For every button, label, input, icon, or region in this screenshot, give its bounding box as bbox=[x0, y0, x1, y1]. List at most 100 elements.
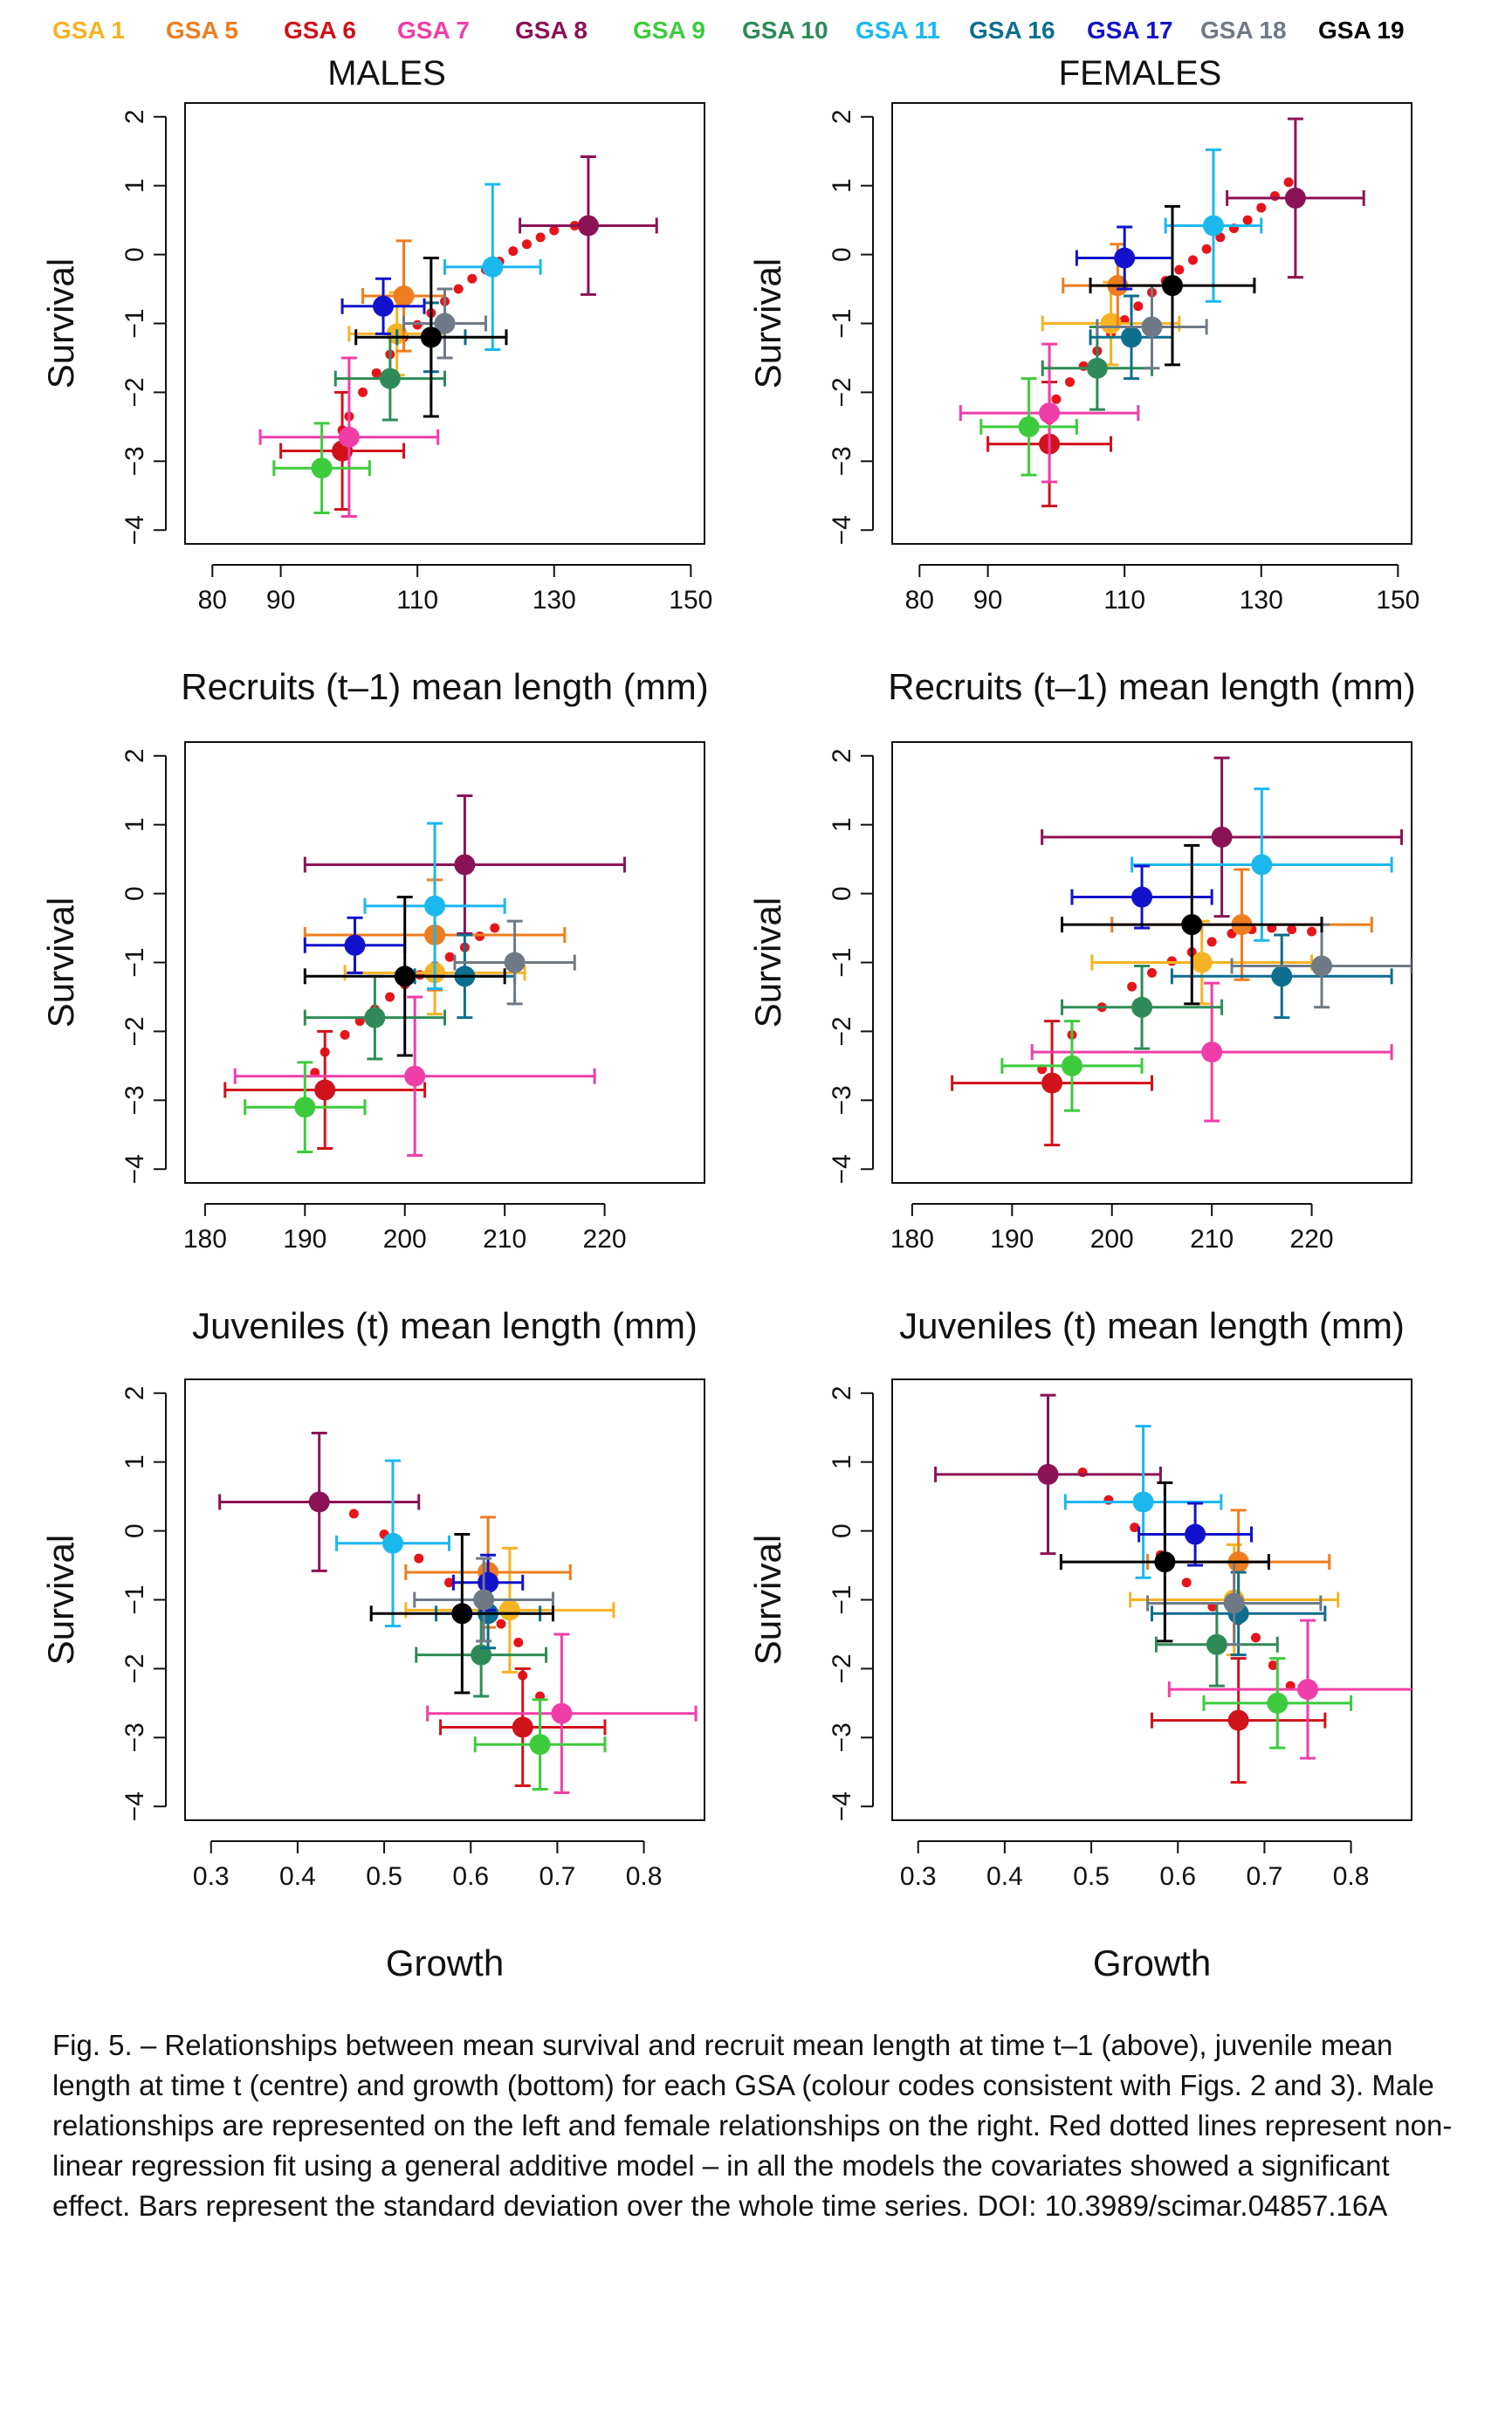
plot-frame bbox=[891, 102, 1412, 545]
point-gsa-6 bbox=[439, 1667, 607, 1788]
data-point bbox=[382, 1532, 403, 1554]
x-tick-label: 0.7 bbox=[1247, 1862, 1283, 1891]
legend-entry-gsa-16: GSA 16 bbox=[969, 17, 1055, 44]
gam-fit-dot bbox=[508, 246, 519, 257]
gam-fit-dot bbox=[1065, 377, 1076, 388]
point-gsa-7 bbox=[426, 1633, 698, 1794]
point-gsa-11 bbox=[363, 822, 506, 990]
legend-entry-gsa-9: GSA 9 bbox=[633, 17, 705, 44]
x-tick-label: 110 bbox=[1103, 586, 1145, 615]
y-tick-label: −3 bbox=[828, 1085, 856, 1115]
point-gsa-18 bbox=[413, 1557, 554, 1643]
data-point bbox=[504, 952, 526, 973]
y-tick-label: −4 bbox=[828, 1791, 856, 1821]
y-tick-label: −1 bbox=[120, 947, 149, 977]
data-point bbox=[1271, 966, 1293, 987]
x-tick-label: 180 bbox=[183, 1225, 227, 1254]
y-tick-label: 2 bbox=[120, 1385, 149, 1400]
point-gsa-11 bbox=[1063, 1425, 1223, 1579]
point-gsa-1 bbox=[404, 1546, 615, 1674]
column-title-females: FEMALES bbox=[1059, 54, 1222, 93]
point-gsa-18 bbox=[402, 287, 487, 360]
y-tick-label: −2 bbox=[828, 1653, 856, 1683]
point-gsa-16 bbox=[1170, 933, 1393, 1020]
y-tick-label: −1 bbox=[828, 1585, 856, 1614]
point-gsa-7 bbox=[1167, 1619, 1412, 1760]
gam-fit-dot bbox=[1287, 925, 1297, 935]
gam-fit-dot bbox=[1130, 1523, 1140, 1533]
x-tick-label: 90 bbox=[973, 586, 1002, 615]
data-point bbox=[1191, 952, 1213, 973]
point-gsa-9 bbox=[1202, 1657, 1353, 1750]
panel-males-juveniles: −4 −3 −2 −1 0 1 2 180 190 200 210 220 Juveniles (t) … bbox=[40, 741, 705, 1346]
panel-males-growth: −4 −3 −2 −1 0 1 2 0.3 0.4 0.5 0.6 0.7 0.8 Growth Survi… bbox=[40, 1378, 705, 1983]
point-gsa-18 bbox=[1230, 923, 1412, 1009]
data-point bbox=[1227, 1709, 1249, 1731]
legend-entry-gsa-11: GSA 11 bbox=[856, 17, 940, 44]
point-gsa-18 bbox=[1096, 284, 1208, 370]
data-point bbox=[512, 1716, 533, 1738]
y-axis-label: Survival bbox=[747, 1535, 788, 1665]
point-gsa-17 bbox=[1070, 864, 1213, 930]
y-tick-label: 1 bbox=[120, 1454, 149, 1469]
x-tick-label: 0.6 bbox=[1159, 1862, 1196, 1891]
data-point bbox=[404, 1065, 426, 1087]
data-point bbox=[451, 1603, 473, 1625]
x-tick-label: 0.5 bbox=[1073, 1862, 1110, 1891]
data-point bbox=[311, 457, 333, 479]
y-tick-label: −2 bbox=[120, 1016, 149, 1046]
data-point bbox=[344, 934, 366, 956]
y-tick-label: −2 bbox=[828, 1016, 856, 1046]
x-tick-label: 180 bbox=[890, 1225, 934, 1254]
legend-entry-gsa-6: GSA 6 bbox=[284, 17, 356, 44]
x-tick-label: 200 bbox=[1090, 1225, 1134, 1254]
data-point bbox=[1039, 402, 1061, 424]
data-point bbox=[471, 1644, 492, 1666]
gam-fit-dot bbox=[453, 284, 464, 294]
gam-fit-dot bbox=[490, 923, 500, 933]
point-gsa-17 bbox=[303, 916, 407, 974]
data-point bbox=[473, 1589, 495, 1611]
y-axis-label: Survival bbox=[40, 258, 81, 388]
x-tick-label: 130 bbox=[1240, 586, 1283, 615]
point-gsa-18 bbox=[453, 919, 576, 1006]
point-gsa-11 bbox=[443, 182, 542, 351]
point-gsa-8 bbox=[218, 1432, 421, 1572]
y-tick-label: −1 bbox=[828, 308, 856, 338]
x-axis-label: Juveniles (t) mean length (mm) bbox=[192, 1305, 698, 1346]
y-tick-label: 2 bbox=[828, 748, 856, 763]
y-tick-label: −3 bbox=[828, 446, 856, 476]
y-tick-label: 0 bbox=[120, 1523, 149, 1538]
data-point bbox=[1086, 357, 1108, 379]
data-point bbox=[1202, 215, 1224, 237]
point-gsa-7 bbox=[258, 356, 440, 518]
point-gsa-1 bbox=[1090, 919, 1314, 1006]
data-point bbox=[1141, 316, 1163, 338]
point-gsa-9 bbox=[244, 1061, 367, 1153]
point-gsa-11 bbox=[1164, 148, 1263, 303]
point-gsa-9 bbox=[979, 377, 1078, 477]
data-point bbox=[1267, 1692, 1289, 1714]
gam-fit-dot bbox=[1051, 394, 1062, 404]
x-tick-label: 220 bbox=[1290, 1225, 1334, 1254]
y-tick-label: −1 bbox=[120, 308, 149, 338]
y-tick-label: 0 bbox=[828, 1523, 856, 1538]
x-axis-label: Recruits (t–1) mean length (mm) bbox=[181, 666, 709, 707]
x-tick-label: 90 bbox=[266, 586, 295, 615]
y-tick-label: 0 bbox=[828, 886, 856, 901]
point-gsa-11 bbox=[1131, 787, 1393, 942]
point-gsa-17 bbox=[1137, 1502, 1254, 1567]
x-tick-label: 220 bbox=[583, 1225, 627, 1254]
data-point bbox=[294, 1097, 316, 1118]
data-point bbox=[551, 1702, 573, 1724]
x-tick-label: 210 bbox=[1190, 1225, 1234, 1254]
y-tick-label: 1 bbox=[120, 178, 149, 193]
y-axis-label: Survival bbox=[747, 258, 788, 388]
x-tick-label: 190 bbox=[283, 1225, 326, 1254]
data-point bbox=[338, 426, 360, 448]
data-point bbox=[482, 256, 504, 278]
x-tick-label: 0.3 bbox=[193, 1862, 230, 1891]
data-point bbox=[393, 285, 415, 306]
gam-fit-dot bbox=[1256, 203, 1267, 213]
